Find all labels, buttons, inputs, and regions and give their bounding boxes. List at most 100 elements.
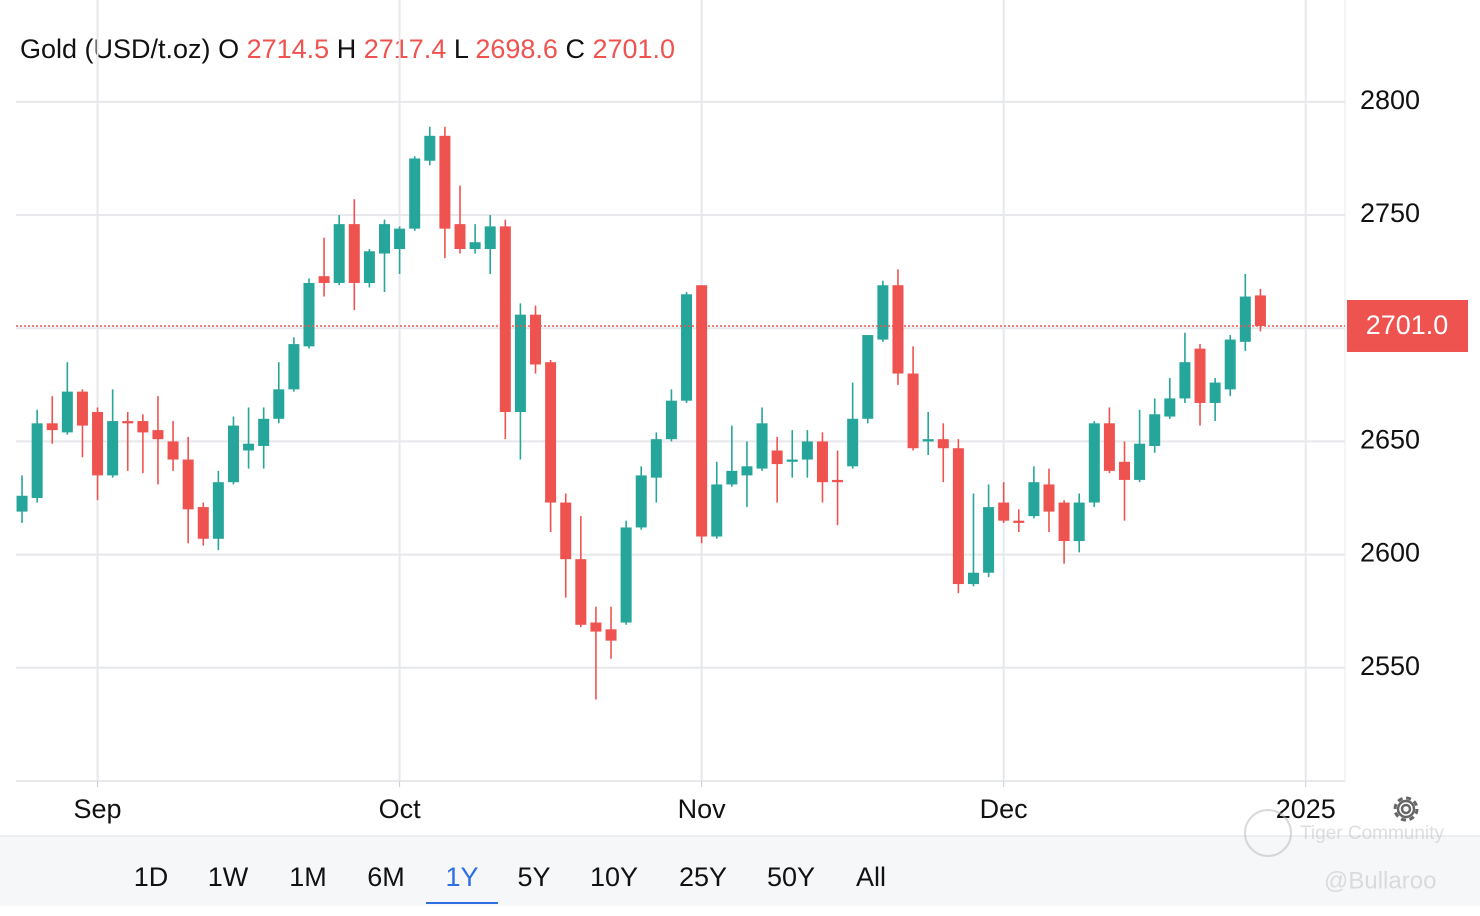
candle-body [862,335,874,419]
x-tick-label: Nov [678,794,727,824]
range-button[interactable]: 6M [367,862,405,892]
candle-body [1043,484,1055,512]
candle-body [605,629,617,641]
ohlc-key: L [454,34,469,64]
candle-body [484,226,496,250]
candle-body [394,228,406,250]
candle-body [1254,295,1266,326]
candle-body [409,158,421,229]
candle-body [681,294,693,401]
candle-body [16,495,28,512]
candle-body [258,418,270,446]
candle-body [1134,443,1146,480]
candle-body [1088,423,1100,503]
candle-body [1239,296,1251,342]
x-tick-label: Sep [74,794,122,824]
candle-body [711,484,723,537]
header: Gold (USD/t.oz) O 2714.5 H 2717.4 L 2698… [20,34,675,64]
candle-body [137,421,149,433]
candle-body [1028,482,1040,517]
range-button[interactable]: 1Y [426,862,498,904]
candle-body [877,285,889,340]
range-button[interactable]: 1W [208,862,249,892]
candle-body [499,226,511,413]
range-bar [0,836,1480,906]
candle-body [545,362,557,503]
instrument-name: Gold (USD/t.oz) [20,34,211,64]
candle-body [378,224,390,254]
candle-body [318,276,330,283]
candle-body [514,314,526,413]
ohlc-key: C [565,34,585,64]
candle-body [288,344,300,390]
candle-body [333,224,345,283]
range-label: 25Y [679,862,727,892]
candle-body [152,430,164,440]
candle-body [167,441,179,460]
range-button[interactable]: 10Y [590,862,638,892]
candle-body [107,421,119,476]
candle-body [635,475,647,528]
candle-body [847,418,859,467]
range-underline [426,902,498,904]
range-label: 10Y [590,862,638,892]
range-label: 1Y [445,862,478,892]
range-label: 1M [289,862,327,892]
candle-body [983,507,995,573]
range-label: 1D [134,862,169,892]
candle-body [771,450,783,465]
candle-body [741,466,753,476]
y-tick-label: 2550 [1360,651,1420,681]
ohlc-value: 2717.4 [364,34,447,64]
candle-body [1103,423,1115,471]
candle-body [560,502,572,560]
candle-body [212,482,224,539]
range-button[interactable]: 1M [289,862,327,892]
y-tick-label: 2650 [1360,425,1420,455]
candle-body [1058,502,1070,542]
candle-body [696,285,708,537]
candle-body [1073,502,1085,542]
range-label: 6M [367,862,405,892]
range-button[interactable]: 25Y [679,862,727,892]
candle-body [31,423,43,499]
candle-body [575,559,587,625]
candle-body [1194,348,1206,403]
candle-body [1224,339,1236,390]
candle-body [967,572,979,585]
candle-body [756,423,768,469]
range-button[interactable]: 5Y [517,862,550,892]
candle-body [424,135,436,161]
candle-body [998,502,1010,521]
candle-body [726,470,738,485]
candle-body [439,135,451,229]
ohlc-key: O [218,34,239,64]
ohlc-value: 2701.0 [592,34,675,64]
candle-body [197,507,209,539]
candle-body [182,459,194,510]
x-tick-label: 2025 [1276,794,1336,824]
y-tick-label: 2750 [1360,198,1420,228]
last-price-label: 2701.0 [1366,310,1449,340]
candle-body [907,373,919,449]
range-button[interactable]: 50Y [767,862,815,892]
candle-body [363,251,375,283]
candle-body [922,439,934,442]
range-label: 1W [208,862,249,892]
header-text: Gold (USD/t.oz) O 2714.5 H 2717.4 L 2698… [20,34,675,64]
candle-body [620,527,632,623]
ohlc-key: H [337,34,357,64]
ohlc-value: 2698.6 [475,34,558,64]
candle-body [469,242,481,250]
candle-body [892,285,904,374]
candle-body [454,224,466,250]
range-label: 5Y [517,862,550,892]
candle-body [530,314,542,365]
settings-icon[interactable] [1393,796,1419,822]
plot [16,0,1345,781]
range-button[interactable]: 1D [134,862,169,892]
range-button[interactable]: All [856,862,886,892]
y-tick-label: 2600 [1360,538,1420,568]
candle-body [590,622,602,632]
